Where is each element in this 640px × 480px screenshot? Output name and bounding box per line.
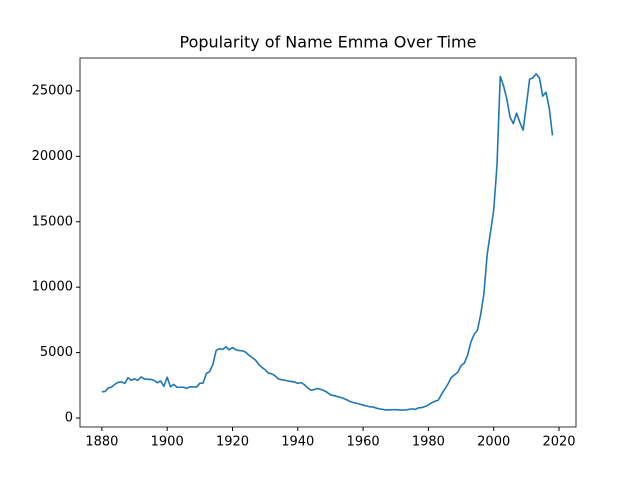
y-tick-label: 15000 (32, 214, 73, 229)
x-tick-label: 1900 (151, 435, 184, 450)
x-tick-label: 1920 (216, 435, 249, 450)
line-series (101, 73, 554, 411)
x-tick-label: 2020 (542, 435, 575, 450)
x-tick-label: 1980 (412, 435, 445, 450)
x-tick-label: 1960 (347, 435, 380, 450)
x-tick-label: 1880 (85, 435, 118, 450)
chart-title: Popularity of Name Emma Over Time (180, 33, 477, 52)
y-tick-label: 0 (65, 411, 73, 426)
y-tick-label: 10000 (32, 280, 73, 295)
y-tick-label: 20000 (32, 149, 73, 164)
axes-frame (79, 57, 577, 428)
x-tick-label: 1940 (281, 435, 314, 450)
y-tick-label: 25000 (32, 83, 73, 98)
x-tick-label: 2000 (477, 435, 510, 450)
y-tick-label: 5000 (40, 345, 73, 360)
